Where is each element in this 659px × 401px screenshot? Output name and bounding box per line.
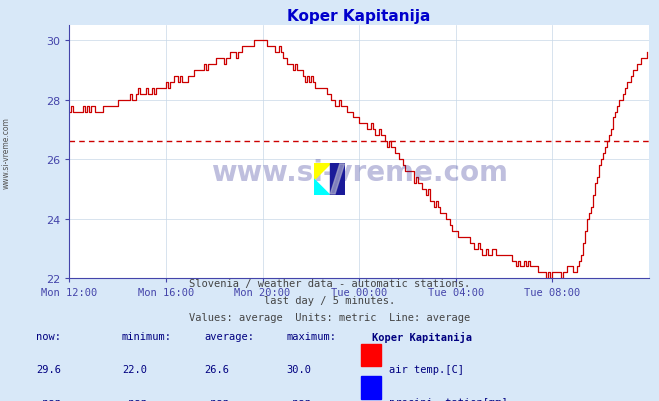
Title: Koper Kapitanija: Koper Kapitanija (287, 8, 431, 24)
Text: average:: average: (204, 331, 254, 341)
Polygon shape (330, 164, 345, 194)
Text: -nan: -nan (36, 397, 61, 401)
Polygon shape (330, 164, 345, 195)
Text: 22.0: 22.0 (122, 364, 147, 374)
Text: air temp.[C]: air temp.[C] (389, 364, 464, 374)
Text: last day / 5 minutes.: last day / 5 minutes. (264, 296, 395, 306)
Text: 26.6: 26.6 (204, 364, 229, 374)
Text: www.si-vreme.com: www.si-vreme.com (211, 159, 507, 186)
Text: Koper Kapitanija: Koper Kapitanija (372, 331, 473, 342)
Text: -nan: -nan (287, 397, 312, 401)
Text: 30.0: 30.0 (287, 364, 312, 374)
Polygon shape (314, 180, 330, 195)
Text: precipi- tation[mm]: precipi- tation[mm] (389, 397, 507, 401)
Text: maximum:: maximum: (287, 331, 337, 341)
Text: now:: now: (36, 331, 61, 341)
Text: minimum:: minimum: (122, 331, 172, 341)
Text: Slovenia / weather data - automatic stations.: Slovenia / weather data - automatic stat… (189, 279, 470, 289)
Text: Values: average  Units: metric  Line: average: Values: average Units: metric Line: aver… (189, 312, 470, 322)
Polygon shape (314, 164, 330, 180)
Text: -nan: -nan (122, 397, 147, 401)
Text: 29.6: 29.6 (36, 364, 61, 374)
Text: www.si-vreme.com: www.si-vreme.com (2, 117, 11, 188)
Text: -nan: -nan (204, 397, 229, 401)
